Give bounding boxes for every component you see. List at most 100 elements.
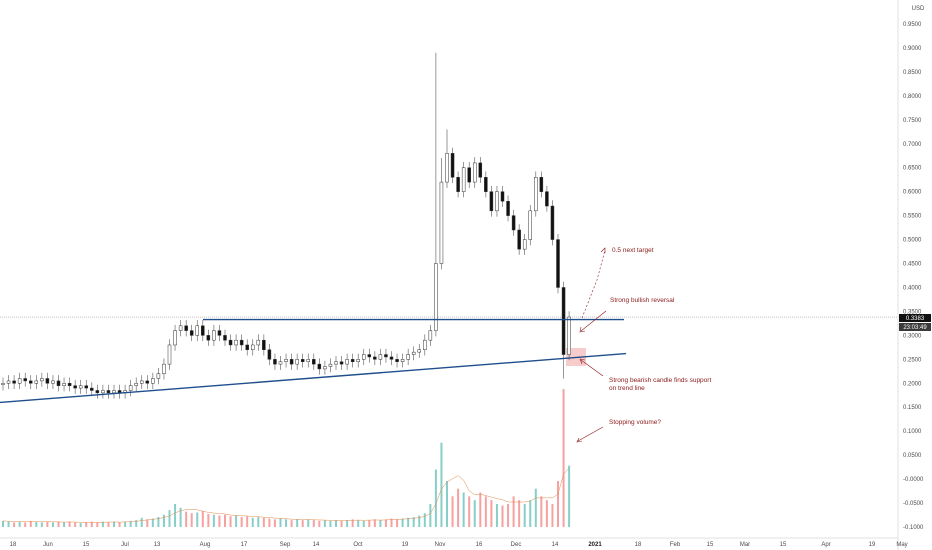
volume-bar	[118, 522, 121, 527]
volume-bar	[484, 496, 487, 527]
annotation-bullish-reversal: Strong bullish reversal	[610, 297, 675, 304]
candle-body	[106, 390, 111, 394]
volume-bar	[562, 389, 565, 527]
candle-body	[6, 380, 11, 384]
annotation-trend-line: on trend line	[609, 385, 645, 392]
volume-bar	[423, 513, 426, 527]
volume-bar	[79, 523, 82, 527]
candle-body	[267, 349, 272, 360]
volume-bar	[229, 516, 232, 527]
x-tick-label: 15	[707, 542, 714, 548]
candle-body	[373, 356, 377, 360]
x-tick-label: 16	[476, 542, 483, 548]
volume-bar	[268, 518, 271, 527]
candle-body	[495, 191, 499, 212]
candle-body	[328, 363, 333, 367]
y-tick-label: 0.8000	[903, 94, 922, 100]
volume-bar	[307, 519, 310, 527]
x-tick-label: 19	[869, 542, 876, 548]
volume-bar	[140, 517, 143, 527]
x-tick-label: Mar	[740, 542, 750, 548]
target-arrow	[581, 249, 606, 319]
candle-body	[439, 181, 444, 264]
candle-body	[534, 177, 538, 212]
candle-body	[56, 380, 61, 386]
candle-body	[356, 359, 360, 362]
candle-body	[312, 359, 316, 365]
candle-body	[173, 330, 177, 346]
candle-body	[295, 359, 299, 365]
candle-body	[339, 361, 344, 365]
candle-body	[178, 325, 183, 331]
volume-bar	[501, 505, 504, 527]
volume-bar	[251, 517, 254, 527]
volume-bar	[96, 522, 99, 527]
y-tick-label: 0.6500	[903, 166, 922, 172]
candle-body	[134, 383, 138, 386]
volume-bar	[457, 488, 460, 527]
reversal-arrowhead	[579, 326, 586, 333]
volume-bar	[534, 488, 537, 527]
volume-bar	[157, 517, 160, 527]
volume-bar	[201, 510, 204, 527]
candle-body	[206, 335, 211, 341]
volume-bar	[151, 518, 154, 527]
volume-bar	[296, 519, 299, 527]
y-tick-label: 0.7000	[903, 142, 922, 148]
candle-body	[289, 359, 294, 365]
candle-body	[467, 167, 471, 183]
volume-bar	[7, 521, 10, 527]
y-tick-label: 0.2000	[903, 381, 922, 387]
volume-bar	[35, 521, 38, 527]
volume-bar	[318, 520, 321, 527]
x-tick-label: 18	[10, 542, 17, 548]
volume-bar	[85, 522, 88, 527]
volume-bar	[40, 522, 43, 527]
volume-bar	[279, 518, 282, 527]
candle-body	[245, 344, 249, 351]
y-tick-label: -0.0000	[903, 477, 924, 483]
volume-bar	[196, 512, 199, 527]
candle-body	[84, 385, 88, 389]
candle-body	[189, 330, 194, 336]
volume-bar	[74, 522, 77, 527]
volume-bar	[146, 519, 149, 527]
volume-bar	[368, 520, 371, 527]
candle-body	[51, 380, 55, 384]
x-tick-label: May	[896, 542, 907, 548]
x-tick-label: 15	[83, 542, 90, 548]
volume-bar	[434, 469, 437, 527]
y-tick-label: 0.2500	[903, 357, 922, 363]
candle-body	[500, 191, 505, 202]
x-tick-label: Jul	[121, 542, 129, 548]
candle-body	[40, 378, 44, 382]
candle-body	[350, 359, 355, 362]
currency-label: USD	[912, 6, 925, 12]
countdown-value: 23:03:49	[903, 325, 927, 331]
volume-bar	[401, 518, 404, 527]
candle-body	[195, 325, 199, 336]
volume-bar	[529, 500, 532, 527]
candle-body	[256, 339, 261, 346]
candle-body	[45, 378, 50, 384]
candle-body	[395, 359, 399, 362]
volume-bar	[57, 521, 60, 527]
volume-bar	[113, 521, 115, 527]
x-tick-label: 15	[780, 542, 787, 548]
volume-bar	[512, 496, 515, 527]
volume-bar	[290, 520, 293, 527]
candle-body	[517, 229, 521, 250]
candle-body	[17, 378, 22, 384]
candle-body	[545, 191, 549, 207]
candle-body	[489, 191, 494, 212]
volume-bar	[212, 514, 215, 527]
y-tick-label: 0.6000	[903, 190, 922, 196]
volume-bar	[357, 520, 360, 527]
volume-bar	[174, 504, 177, 527]
volume-arrow	[577, 426, 604, 442]
candle-body	[156, 373, 161, 379]
candle-body	[201, 325, 205, 336]
x-tick-label: 17	[241, 542, 248, 548]
volume-bar	[390, 518, 393, 527]
